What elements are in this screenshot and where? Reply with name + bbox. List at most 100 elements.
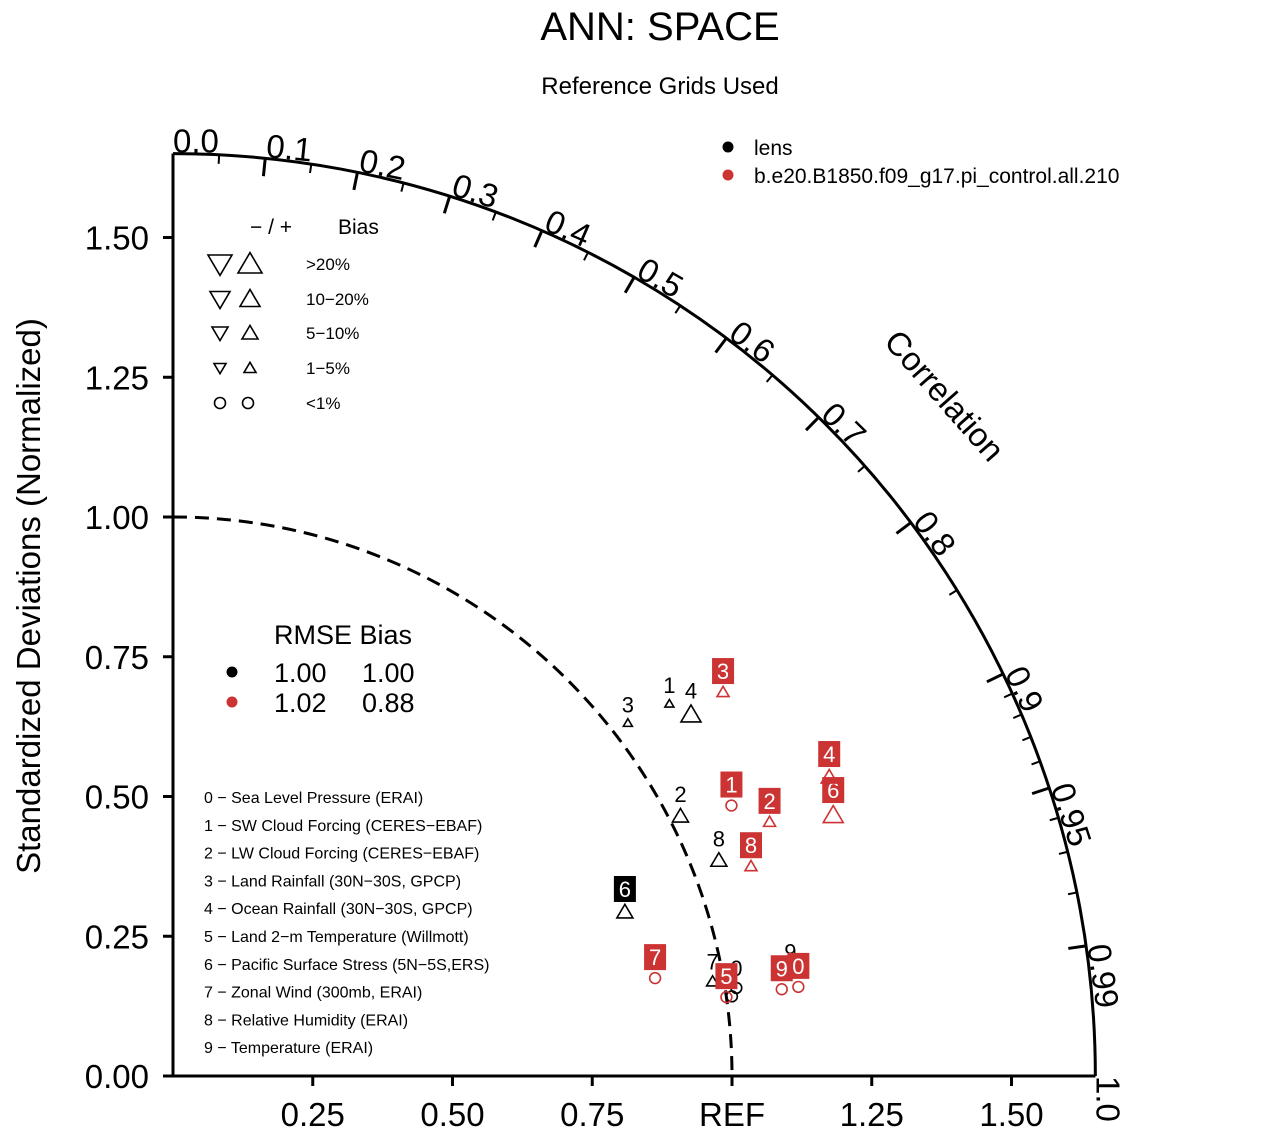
variable-label: 9 − Temperature (ERAI)	[204, 1040, 373, 1057]
data-point-label: 1	[663, 673, 675, 698]
stats-bias: 1.00	[362, 658, 415, 688]
bias-legend-marker-minus	[206, 254, 234, 277]
correlation-minor-tick	[1022, 736, 1032, 742]
data-point-marker	[720, 990, 733, 1004]
correlation-tick-label: 0.8	[906, 504, 963, 563]
data-points: 31428675093126487590	[613, 658, 845, 1004]
data-point-label-box	[715, 963, 738, 990]
variable-label: 1 − SW Cloud Forcing (CERES−EBAF)	[204, 818, 482, 835]
correlation-major-tick	[986, 672, 1004, 684]
data-point-label: 5	[720, 964, 732, 989]
correlation-tick-label: 0.99	[1080, 941, 1126, 1010]
legend-label: lens	[754, 137, 793, 160]
data-point-label-box	[818, 741, 841, 768]
bias-legend-label: >20%	[306, 255, 350, 274]
data-point-marker	[743, 858, 759, 872]
variable-label: 6 − Pacific Surface Stress (5N−5S,ERS)	[204, 957, 489, 974]
correlation-minor-tick	[1058, 850, 1068, 855]
bias-legend-label: 5−10%	[306, 324, 359, 343]
correlation-tick-label: 0.6	[723, 313, 782, 370]
correlation-tick-label: 0.9	[998, 660, 1051, 717]
bias-legend-marker-minus	[212, 362, 228, 376]
data-point-label-box	[787, 952, 810, 979]
x-tick-label: 1.25	[840, 1096, 904, 1133]
correlation-major-tick	[1031, 786, 1050, 796]
correlation-major-tick	[623, 276, 636, 294]
correlation-major-tick	[533, 230, 544, 248]
chart-subtitle: Reference Grids Used	[541, 73, 778, 100]
stats-header: RMSE Bias	[274, 620, 412, 650]
y-tick-label: 1.50	[85, 220, 149, 257]
chart-title: ANN: SPACE	[540, 5, 779, 49]
bias-legend-marker-plus	[241, 396, 255, 410]
chart-axes: 0.25 0.50 0.75 REF 1.25 1.500.000.250.500.751…	[85, 122, 1127, 1133]
correlation-minor-tick	[1067, 891, 1078, 896]
correlation-tick-label: 1.0	[1090, 1076, 1127, 1122]
data-point-marker	[792, 980, 805, 994]
variable-list: 0 − Sea Level Pressure (ERAI) 1 − SW Clou…	[204, 790, 489, 1057]
correlation-major-tick	[352, 171, 359, 191]
correlation-tick-label: 0.7	[815, 395, 874, 454]
reference-arc	[172, 515, 734, 1077]
bias-legend-marker-plus	[238, 287, 262, 308]
data-point-label-box	[613, 875, 636, 902]
data-point-label: 6	[619, 877, 631, 902]
data-point-label: 2	[763, 789, 775, 814]
legend-label: b.e20.B1850.f09_g17.pi_control.all.210	[754, 165, 1119, 188]
data-point-label: 4	[823, 742, 835, 767]
bias-legend-marker-plus	[236, 251, 264, 274]
correlation-major-tick	[895, 521, 912, 535]
data-point-marker	[715, 684, 731, 698]
data-point-marker	[725, 799, 738, 812]
variable-label: 3 − Land Rainfall (30N−30S, GPCP)	[204, 873, 461, 890]
correlation-major-tick	[1068, 944, 1087, 950]
legend-marker	[722, 141, 734, 153]
correlation-major-tick	[442, 195, 452, 214]
x-tick-label: REF	[699, 1096, 765, 1133]
correlation-tick-label: 0.2	[356, 142, 408, 187]
y-tick-label: 1.25	[85, 359, 149, 396]
correlation-tick-label: 0.1	[265, 127, 314, 168]
x-tick-label: 0.25	[281, 1096, 345, 1133]
bias-legend: − / + Bias <1% 1−5% 5−10% 10−20% >20%	[206, 216, 379, 413]
correlation-minor-tick	[674, 305, 682, 314]
data-point-marker	[819, 767, 839, 784]
variable-label: 5 − Land 2−m Temperature (Willmott)	[204, 929, 469, 946]
bias-legend-label: <1%	[306, 394, 341, 413]
correlation-tick-label: 0.95	[1044, 778, 1099, 851]
correlation-tick-label: 0.4	[540, 202, 597, 254]
data-point-label-box	[644, 944, 667, 971]
data-point-label: 4	[685, 678, 697, 703]
y-tick-label: 0.25	[85, 918, 149, 955]
stats-marker	[226, 696, 238, 708]
correlation-tick-label: 0.3	[448, 166, 503, 215]
y-tick-label: 0.75	[85, 639, 149, 676]
data-point-label: 8	[713, 826, 725, 851]
bias-legend-label: 10−20%	[306, 290, 369, 309]
correlation-minor-tick	[1012, 713, 1022, 719]
variable-label: 2 − LW Cloud Forcing (CERES−EBAF)	[204, 846, 479, 863]
data-point-marker	[615, 902, 635, 919]
data-point-label: 9	[776, 956, 788, 981]
x-tick-label: 1.50	[979, 1096, 1043, 1133]
variable-label: 4 − Ocean Rainfall (30N−30S, GPCP)	[204, 901, 473, 918]
data-point-label-box	[740, 832, 763, 859]
model-legend: lens b.e20.B1850.f09_g17.pi_control.all.2…	[722, 137, 1119, 188]
y-tick-label: 0.50	[85, 779, 149, 816]
correlation-minor-tick	[1049, 816, 1059, 822]
data-point-label: 2	[674, 782, 686, 807]
data-point-marker	[775, 983, 788, 996]
bias-legend-title: Bias	[338, 216, 379, 239]
correlation-major-tick	[261, 158, 267, 177]
stats-bias: 0.88	[362, 688, 415, 718]
data-point-marker	[709, 851, 729, 868]
bias-legend-sign: − / +	[250, 216, 292, 239]
y-tick-label: 0.00	[85, 1058, 149, 1095]
data-point-label: 1	[725, 773, 737, 798]
bias-legend-marker-plus	[240, 323, 260, 340]
data-point-marker	[762, 814, 777, 828]
data-point-marker	[679, 703, 703, 723]
x-tick-label: 0.50	[420, 1096, 484, 1133]
